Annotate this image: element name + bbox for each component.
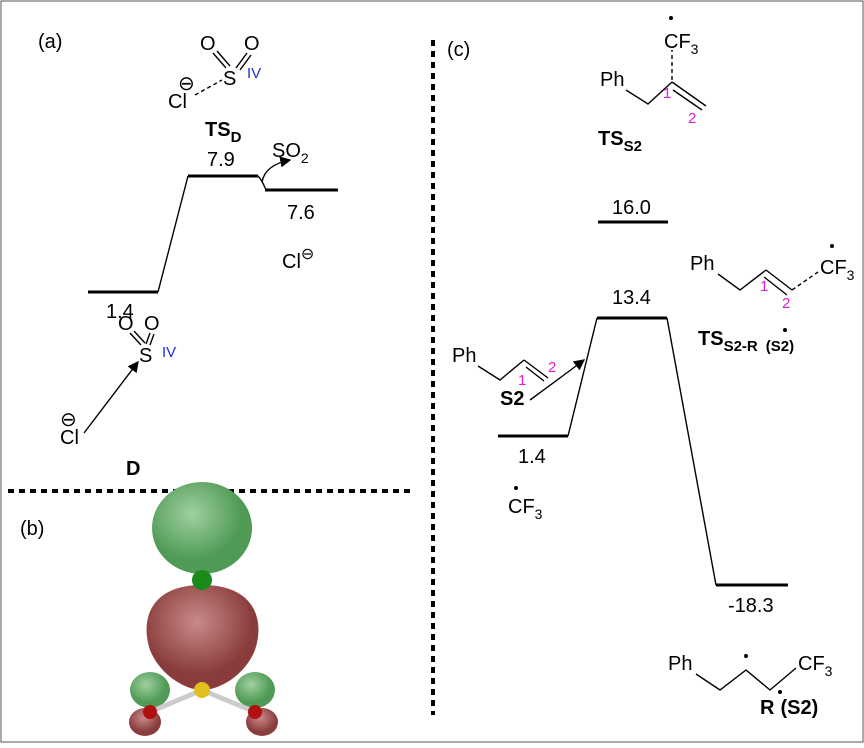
radical-dot	[783, 328, 787, 332]
atom-sphere	[248, 705, 262, 719]
connector	[667, 318, 716, 585]
radical-dot	[778, 690, 782, 694]
connector	[258, 176, 266, 190]
energy-label: 7.9	[207, 149, 235, 171]
atom-number: 2	[782, 295, 790, 312]
orbital-lobe	[235, 672, 275, 708]
panel-a: (a) 1.4 7.9 7.6 SO2 Cl⊖ O O S IV Cl ⊖ TS…	[38, 31, 338, 480]
arrow	[530, 360, 584, 400]
figure: (a) 1.4 7.9 7.6 SO2 Cl⊖ O O S IV Cl ⊖ TS…	[0, 0, 864, 743]
atom: O	[144, 313, 160, 335]
charge: ⊖	[178, 73, 195, 95]
atom: Ph	[600, 69, 624, 91]
structure-label: TSS2-R(S2)	[698, 328, 794, 355]
atom-number: 2	[688, 110, 696, 127]
structure-label: R(S2)	[760, 697, 818, 719]
panel-c: (c) 1.4 16.0 13.4 -18.3 Ph CF3 1 2 TSS2 …	[447, 16, 855, 719]
atom-sphere	[194, 682, 210, 698]
arrow	[84, 362, 138, 433]
atom-sphere	[192, 570, 212, 590]
atom: CF3	[508, 496, 543, 522]
radical-dot	[744, 654, 748, 658]
atom-number: 1	[760, 278, 768, 295]
energy-label: 13.4	[612, 287, 651, 309]
atom: CF3	[820, 257, 855, 283]
atom-number: 2	[548, 359, 556, 376]
charge: ⊖	[60, 409, 77, 431]
oxidation-state: IV	[162, 344, 176, 361]
structure-label: TSS2	[598, 128, 642, 155]
structure-label: TSD	[205, 119, 242, 146]
atom: O	[200, 33, 216, 55]
orbital-lobe	[147, 585, 259, 690]
atom: CF3	[798, 653, 833, 679]
orbital-lobe	[152, 482, 252, 574]
chloride: Cl⊖	[282, 246, 314, 273]
atom: Ph	[668, 653, 692, 675]
energy-label: -18.3	[728, 595, 774, 617]
energy-label: 16.0	[612, 197, 651, 219]
connector	[158, 176, 188, 292]
oxidation-state: IV	[247, 65, 261, 82]
panel-label: (b)	[20, 518, 44, 540]
atom: Ph	[690, 253, 714, 275]
connector	[568, 318, 597, 436]
energy-label: 7.6	[287, 202, 315, 224]
atom: S	[223, 68, 236, 90]
atom: Ph	[452, 345, 476, 367]
atom: O	[118, 313, 134, 335]
structure-label: D	[126, 458, 140, 480]
atom: CF3	[664, 31, 699, 57]
radical-dot	[514, 486, 518, 490]
panel-label: (a)	[38, 31, 62, 53]
energy-label: 1.4	[518, 446, 546, 468]
atom-number: 1	[663, 85, 671, 102]
atom-sphere	[143, 705, 157, 719]
panel-label: (c)	[447, 39, 470, 61]
panel-b: (b)	[20, 482, 278, 736]
atom-number: 1	[518, 372, 526, 389]
atom: S	[139, 345, 152, 367]
structure-label: S2	[500, 388, 524, 410]
atom: O	[244, 33, 260, 55]
arrow	[262, 160, 290, 182]
radical-dot	[830, 244, 834, 248]
radical-dot	[669, 16, 673, 20]
orbital-lobe	[130, 672, 170, 708]
so2: SO2	[272, 140, 309, 166]
